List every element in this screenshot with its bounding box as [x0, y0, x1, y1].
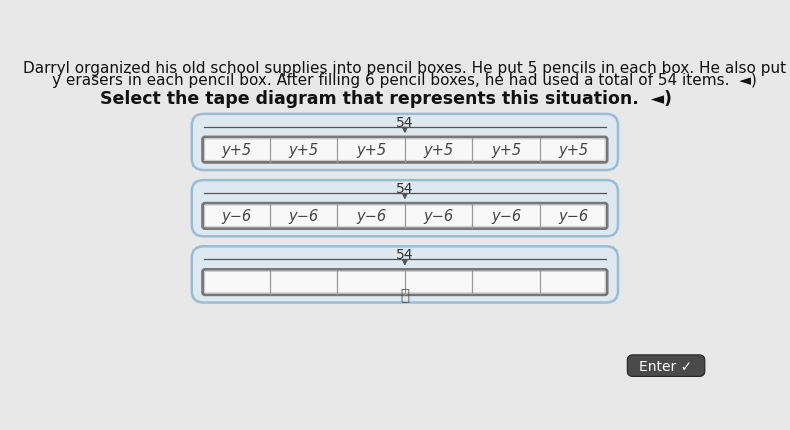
FancyBboxPatch shape	[192, 247, 618, 303]
FancyBboxPatch shape	[627, 355, 705, 377]
Text: y−6: y−6	[491, 209, 521, 224]
Text: 54: 54	[396, 247, 414, 261]
Text: Darryl organized his old school supplies into pencil boxes. He put 5 pencils in : Darryl organized his old school supplies…	[24, 61, 786, 76]
Text: 54: 54	[396, 181, 414, 195]
FancyBboxPatch shape	[202, 204, 608, 229]
Text: 👆: 👆	[401, 286, 409, 301]
FancyBboxPatch shape	[202, 138, 608, 163]
FancyBboxPatch shape	[202, 270, 608, 295]
Text: y−6: y−6	[423, 209, 453, 224]
Text: 54: 54	[396, 115, 414, 129]
Text: y+5: y+5	[288, 143, 319, 158]
Text: y−6: y−6	[221, 209, 251, 224]
FancyBboxPatch shape	[192, 181, 618, 237]
Text: y+5: y+5	[423, 143, 453, 158]
Text: y+5: y+5	[559, 143, 589, 158]
FancyBboxPatch shape	[192, 114, 618, 171]
Text: Select the tape diagram that represents this situation.  ◄): Select the tape diagram that represents …	[100, 90, 672, 108]
Text: y−6: y−6	[288, 209, 319, 224]
Text: Enter ✓: Enter ✓	[639, 359, 693, 373]
Text: y+5: y+5	[356, 143, 386, 158]
Text: y erasers in each pencil box. After filling 6 pencil boxes, he had used a total : y erasers in each pencil box. After fill…	[52, 72, 758, 87]
Text: y−6: y−6	[356, 209, 386, 224]
Text: y−6: y−6	[559, 209, 589, 224]
Text: y+5: y+5	[491, 143, 521, 158]
Text: y+5: y+5	[221, 143, 251, 158]
